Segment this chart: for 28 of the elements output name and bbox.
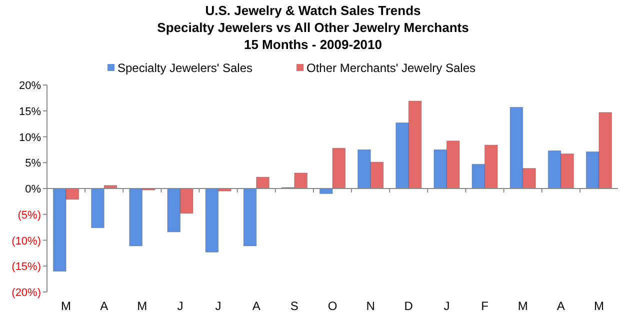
y-tick-label: 15% xyxy=(18,106,42,118)
y-tick-label: (15%) xyxy=(12,261,41,274)
x-tick-label: A xyxy=(100,299,108,313)
x-tick-label: M xyxy=(518,299,528,313)
x-tick-label: A xyxy=(556,299,565,313)
y-tick-label: 10% xyxy=(18,132,42,144)
x-tick-label: M xyxy=(594,299,604,313)
x-tick-label: M xyxy=(61,299,72,313)
x-tick-label: F xyxy=(481,299,488,313)
x-tick-label: M xyxy=(137,299,148,313)
x-tick-label: N xyxy=(366,299,375,313)
x-tick-label: J xyxy=(215,299,222,313)
y-tick-label: 20% xyxy=(18,80,42,92)
legend-label: Specialty Jewelers' Sales xyxy=(118,61,253,75)
legend-label: Other Merchants' Jewelry Sales xyxy=(306,61,476,75)
y-tick-label: (5%) xyxy=(18,209,41,222)
y-tick-label: (20%) xyxy=(12,287,41,299)
y-tick-label: 5% xyxy=(25,158,42,170)
y-tick-label: (10%) xyxy=(12,235,41,248)
x-tick-label: J xyxy=(177,299,184,313)
x-tick-label: D xyxy=(404,299,414,313)
chart-title: U.S. Jewelry & Watch Sales Trends xyxy=(205,3,421,18)
x-tick-label: J xyxy=(444,299,450,313)
x-tick-label: S xyxy=(290,299,298,313)
y-tick-label: 0% xyxy=(25,184,42,196)
x-tick-label: A xyxy=(252,299,260,313)
chart-subtitle: Specialty Jewelers vs All Other Jewelry Merchants 15 Months - 2009-2010 xyxy=(157,20,469,52)
x-tick-label: O xyxy=(328,299,338,313)
